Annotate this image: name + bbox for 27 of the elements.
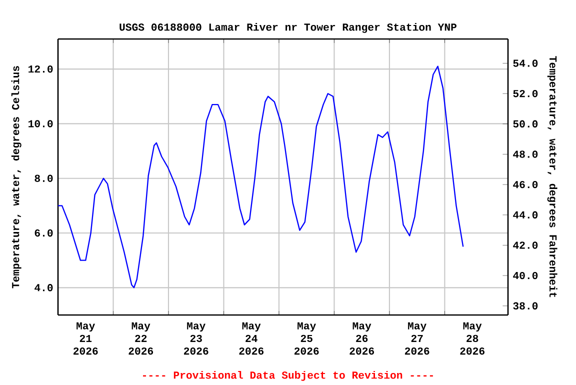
y-axis-title: Temperature, water, degrees Celsius bbox=[11, 66, 22, 288]
x-tick-label: May 22 2026 bbox=[128, 322, 154, 355]
y-tick-label: 10.0 bbox=[28, 120, 53, 128]
y2-tick-label: 50.0 bbox=[513, 120, 538, 128]
x-tick-label: May 24 2026 bbox=[239, 322, 264, 355]
x-tick-label: May 28 2026 bbox=[460, 322, 484, 355]
y2-tick-label: 38.0 bbox=[513, 302, 538, 310]
y2-tick-label: 52.0 bbox=[513, 90, 538, 98]
line-series bbox=[58, 66, 464, 288]
y2-tick-label: 42.0 bbox=[513, 241, 538, 249]
x-tick-label: May 23 2026 bbox=[184, 322, 208, 355]
y-tick-label: 4.0 bbox=[34, 284, 53, 292]
y2-axis-title: Temperature, water, degrees Fahrenheit bbox=[547, 56, 558, 297]
y2-tick-label: 44.0 bbox=[513, 211, 538, 218]
text: ---- Provisional Data Subject to Revision ---- bbox=[143, 370, 433, 381]
x-tick-label: May 26 2026 bbox=[350, 322, 374, 355]
y-tick-label: 8.0 bbox=[34, 174, 53, 182]
y2-tick-label: 54.0 bbox=[513, 60, 538, 67]
y-tick-label: 12.0 bbox=[28, 65, 53, 73]
chart-title: USGS 06188000 Lamar River nr Tower Ranger Station YNP bbox=[120, 22, 456, 33]
y2-tick-label: 48.0 bbox=[513, 150, 538, 158]
x-tick-label: May 27 2026 bbox=[404, 322, 430, 355]
y2-tick-label: 46.0 bbox=[513, 180, 538, 188]
y-tick-label: 6.0 bbox=[34, 229, 53, 236]
y2-tick-label: 40.0 bbox=[513, 272, 538, 280]
x-tick-label: May 21 2026 bbox=[74, 322, 98, 355]
x-tick-label: May 25 2026 bbox=[294, 322, 319, 355]
